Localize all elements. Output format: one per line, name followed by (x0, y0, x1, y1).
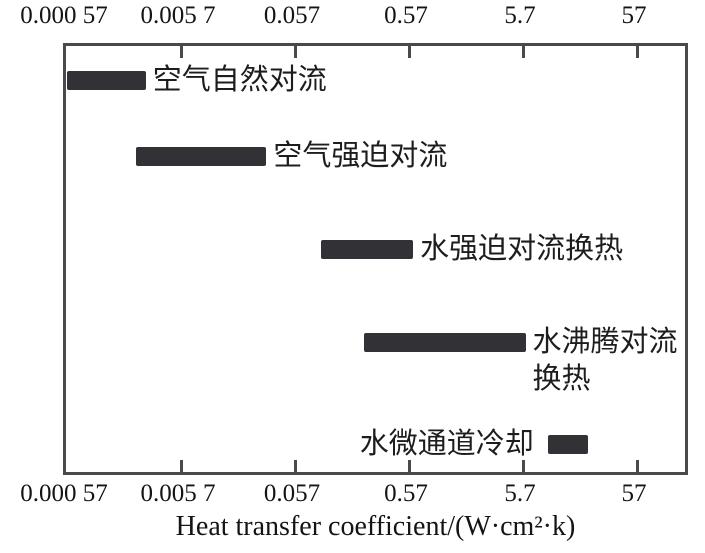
bar-label: 水沸腾对流 换热 (533, 324, 678, 398)
bottom-tick-label: 0.005 7 (140, 480, 216, 507)
top-tick-label: 5.7 (504, 2, 536, 29)
bar-label: 水微通道冷却 (360, 426, 534, 463)
bar-label-line: 空气强迫对流 (273, 139, 448, 172)
top-axis-tick (521, 46, 525, 58)
range-bar (320, 239, 414, 259)
range-bar (67, 70, 146, 90)
bottom-axis-tick (179, 460, 183, 472)
top-tick-label: 57 (621, 2, 647, 29)
bottom-axis-tick (407, 460, 411, 472)
top-tick-label: 0.000 57 (20, 2, 108, 29)
top-tick-label: 0.005 7 (140, 2, 216, 29)
bottom-tick-label: 0.057 (263, 480, 321, 507)
bottom-tick-label: 0.000 57 (20, 480, 108, 507)
range-bar (136, 146, 267, 166)
bottom-tick-label: 5.7 (504, 480, 536, 507)
bottom-axis-tick-labels: 0.000 57 0.005 7 0.057 0.57 5.7 57 (0, 480, 705, 516)
top-axis-tick (407, 46, 411, 58)
range-bar (547, 434, 588, 454)
bar-label-line: 换热 (532, 362, 591, 395)
bottom-axis-tick (635, 460, 639, 472)
bar-label: 空气强迫对流 (273, 138, 447, 175)
top-tick-label: 0.057 (263, 2, 321, 29)
bottom-axis-tick (521, 460, 525, 472)
bottom-tick-label: 0.57 (384, 480, 428, 507)
top-axis-tick-labels: 0.000 57 0.005 7 0.057 0.57 5.7 57 (0, 2, 705, 38)
bar-label-line: 空气自然对流 (152, 63, 327, 96)
bar-label-line: 水沸腾对流 (532, 325, 678, 358)
top-axis-tick (293, 46, 297, 58)
top-tick-label: 0.57 (384, 2, 428, 29)
top-axis-tick (635, 46, 639, 58)
bar-label-line: 水微通道冷却 (359, 427, 534, 460)
x-axis-title: Heat transfer coefficient/(W·cm²·k) (175, 511, 576, 542)
bottom-tick-label: 57 (621, 480, 647, 507)
bar-label: 空气自然对流 (153, 62, 327, 99)
bar-label-line: 水强迫对流换热 (420, 232, 624, 265)
plot-area: 空气自然对流空气强迫对流水强迫对流换热水沸腾对流换热水微通道冷却 (63, 43, 688, 475)
range-bar (364, 332, 526, 352)
top-axis-tick (179, 46, 183, 58)
bottom-axis-tick (293, 460, 297, 472)
bar-label: 水强迫对流换热 (420, 231, 623, 268)
